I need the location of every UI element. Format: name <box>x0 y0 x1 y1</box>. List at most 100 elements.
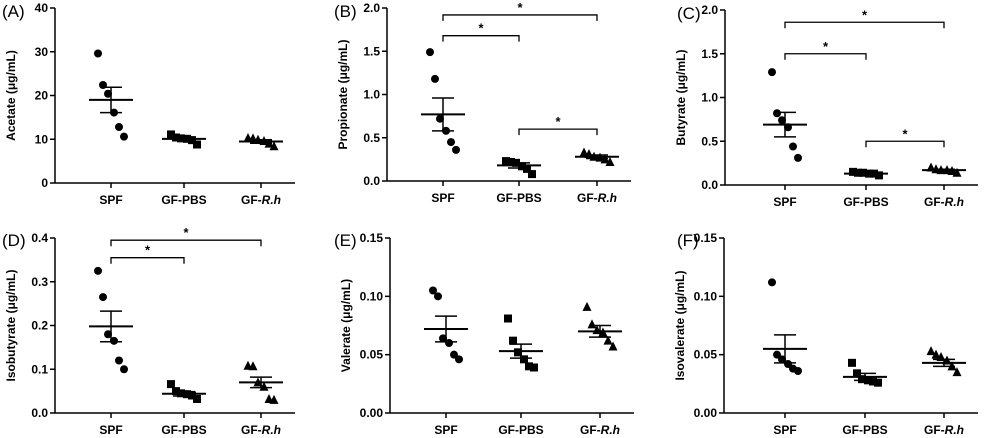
data-point <box>99 293 107 302</box>
y-tick-label: 0.4 <box>31 231 48 245</box>
data-point <box>193 395 201 403</box>
data-point <box>120 132 128 141</box>
data-point <box>264 138 274 148</box>
data-point <box>854 168 862 177</box>
x-tick-label: GF-PBS <box>498 423 543 437</box>
data-point <box>512 158 520 167</box>
data-point <box>455 355 463 364</box>
data-point <box>445 339 453 347</box>
x-tick-label: GF-R.h <box>924 423 964 437</box>
data-point <box>848 358 856 367</box>
data-point <box>778 116 786 125</box>
data-point <box>518 162 526 171</box>
data-point <box>110 108 118 117</box>
y-tick-label: 0.10 <box>694 289 718 303</box>
panel-3: (C) 0.0 0.5 1.0 1.5 2.0 SPF GF-PBS GF-R.h Butyrat… <box>674 3 978 209</box>
data-point <box>177 134 185 143</box>
data-point <box>436 114 444 123</box>
data-point <box>188 136 196 145</box>
data-point <box>864 376 872 385</box>
data-point <box>439 334 447 343</box>
y-tick-label: 0 <box>41 176 48 190</box>
panel-5: (E) 0.00 0.05 0.10 0.15 SPF GF-PBS GF-R.h Valera… <box>334 231 634 437</box>
data-point <box>858 375 866 384</box>
data-point <box>789 142 797 151</box>
y-tick-label: 0.00 <box>360 406 384 420</box>
data-point <box>514 348 522 357</box>
x-tick-label: GF-PBS <box>161 423 206 437</box>
significance-label: * <box>145 243 151 258</box>
data-point <box>172 387 180 396</box>
data-point <box>865 169 873 178</box>
significance-bracket <box>110 239 262 247</box>
data-point <box>784 123 792 132</box>
significance-label: * <box>902 126 908 141</box>
y-axis-title: Isovalerate (μg/mL) <box>673 270 687 380</box>
y-tick-label: 0.00 <box>694 406 718 420</box>
significance-label: * <box>478 21 484 36</box>
significance-bracket <box>865 140 945 148</box>
data-point <box>426 48 434 57</box>
significance-bracket <box>784 53 867 60</box>
x-tick-label: GF-R.h <box>924 195 964 209</box>
data-point <box>603 335 613 345</box>
data-point <box>870 169 878 178</box>
x-tick-label: SPF <box>434 423 457 437</box>
data-point <box>431 74 439 83</box>
data-point <box>167 380 175 389</box>
x-tick-label: GF-PBS <box>842 423 887 437</box>
data-point <box>592 325 602 335</box>
data-point <box>520 355 528 364</box>
data-point <box>104 330 112 339</box>
data-point <box>952 167 962 177</box>
data-point <box>595 152 605 162</box>
y-axis-title: Isobutyrate (μg/mL) <box>4 269 18 381</box>
significance-bracket <box>784 21 945 29</box>
data-point <box>259 136 269 145</box>
data-point <box>253 377 263 387</box>
data-point <box>794 153 802 162</box>
panel-letter: (B) <box>334 2 357 21</box>
y-tick-label: 2.0 <box>363 1 380 15</box>
y-tick-label: 0.15 <box>360 231 384 245</box>
x-tick-label: SPF <box>99 423 122 437</box>
data-point <box>523 164 531 173</box>
data-point <box>582 301 592 311</box>
data-point <box>172 133 180 142</box>
data-point <box>931 349 941 359</box>
panel-letter: (A) <box>2 2 25 21</box>
data-point <box>936 165 946 175</box>
x-tick-label: GF-PBS <box>496 191 541 205</box>
data-point <box>579 147 589 157</box>
data-point <box>120 365 128 374</box>
panel-letter: (D) <box>2 231 26 250</box>
y-axis-title: Valerate (μg/mL) <box>339 279 353 372</box>
data-point <box>94 266 102 275</box>
y-tick-label: 0.0 <box>701 178 718 192</box>
significance-label: * <box>823 39 829 54</box>
data-point <box>193 140 201 149</box>
data-point <box>509 336 517 345</box>
y-tick-label: 0.0 <box>31 406 48 420</box>
significance-label: * <box>862 7 868 22</box>
x-tick-label: GF-PBS <box>161 193 206 207</box>
y-tick-label: 2.0 <box>701 3 718 17</box>
y-tick-label: 0.10 <box>360 289 384 303</box>
panel-1: (A) 0 10 20 30 40 SPF GF-PBS GF-R.h Acetate (μg/m… <box>2 1 295 207</box>
data-point <box>269 394 279 404</box>
data-point <box>183 134 191 143</box>
data-point <box>253 134 263 144</box>
data-point <box>947 361 957 371</box>
x-tick-label: GF-R.h <box>241 193 281 207</box>
data-point <box>259 381 269 391</box>
data-point <box>600 154 610 164</box>
data-point <box>869 377 877 386</box>
y-tick-label: 0.2 <box>31 319 48 333</box>
y-tick-label: 0.5 <box>363 131 380 145</box>
panel-4: (D) 0.0 0.1 0.2 0.3 0.4 SPF GF-PBS GF-R.h Isobuty… <box>2 225 295 437</box>
data-point <box>115 356 123 365</box>
x-tick-label: GF-R.h <box>577 191 617 205</box>
data-point <box>434 292 442 301</box>
significance-bracket <box>110 257 185 264</box>
